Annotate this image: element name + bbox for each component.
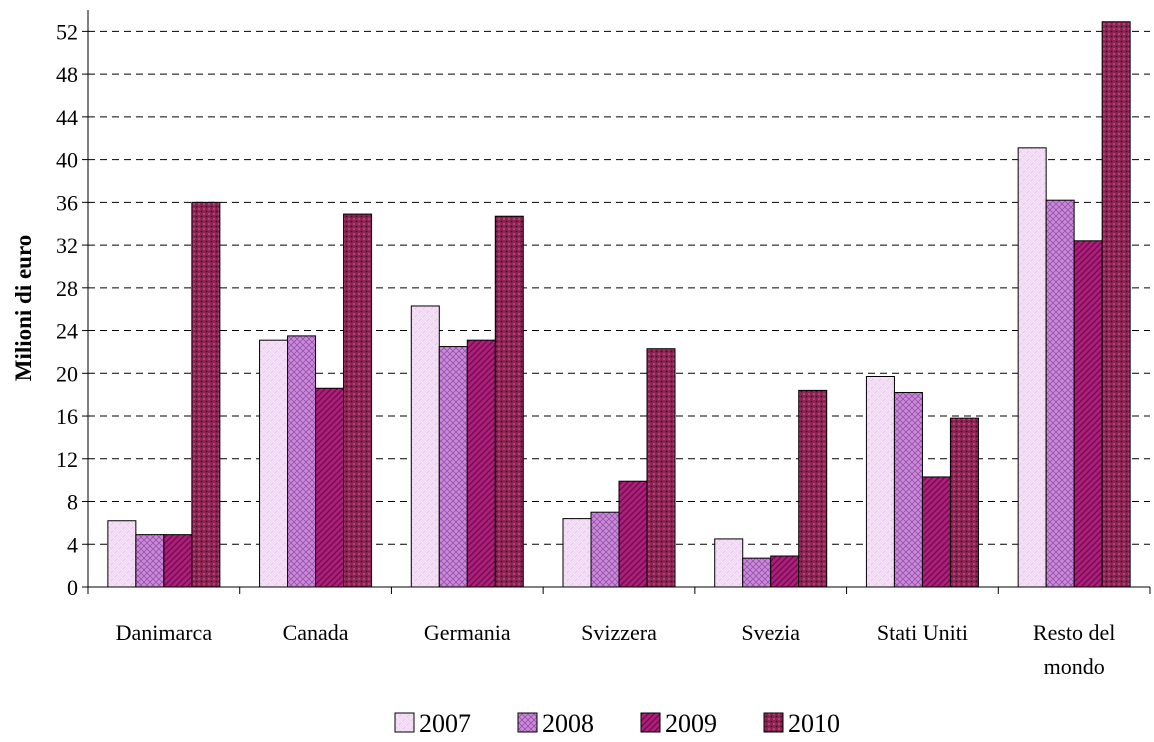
bar-2009-4 <box>770 555 800 588</box>
y-tick-label: 52 <box>56 19 78 44</box>
x-tick-label: Resto del mondo <box>1033 620 1116 679</box>
bar-2008-1 <box>287 335 317 588</box>
bars <box>107 21 1131 588</box>
x-tick-label-line: Stati Uniti <box>877 620 968 645</box>
bar-2008-4 <box>742 557 772 588</box>
y-tick-label: 0 <box>67 575 78 600</box>
bar-2008-5 <box>893 392 923 588</box>
bar-2010-3 <box>646 348 676 588</box>
legend-label: 2009 <box>665 709 717 738</box>
bar-2007-3 <box>562 518 592 588</box>
x-tick-label: Svizzera <box>581 620 657 645</box>
y-tick-label: 12 <box>56 447 78 472</box>
y-tick-label: 16 <box>56 404 78 429</box>
bar-2010-1 <box>343 213 373 588</box>
bar-2010-4 <box>798 389 828 588</box>
x-tick-label: Germania <box>424 620 511 645</box>
x-tick-label-line: Svizzera <box>581 620 657 645</box>
bar-2007-5 <box>865 376 895 588</box>
legend-swatch <box>640 712 661 733</box>
bar-2009-3 <box>618 480 648 588</box>
legend-item: 2007 <box>394 709 471 738</box>
legend: 2007 2008 2009 2010 <box>394 709 840 738</box>
x-tick-label-line: Svezia <box>741 620 800 645</box>
bar-2010-5 <box>949 417 979 588</box>
x-tick-label-line: mondo <box>1044 654 1105 679</box>
bar-2008-0 <box>135 534 165 588</box>
bar-2009-1 <box>315 387 345 588</box>
bar-2007-0 <box>107 520 137 588</box>
y-axis-label: Milioni di euro <box>11 235 36 382</box>
bar-2007-2 <box>410 305 440 588</box>
bar-2009-2 <box>466 339 496 588</box>
bar-2008-6 <box>1045 199 1075 588</box>
y-tick-label: 4 <box>67 532 78 557</box>
y-tick-label: 24 <box>56 319 78 344</box>
x-tick-label-line: Germania <box>424 620 511 645</box>
bar-2007-1 <box>259 339 289 588</box>
bar-2009-6 <box>1073 240 1103 588</box>
x-tick-label-line: Canada <box>283 620 349 645</box>
y-tick-label: 48 <box>56 62 78 87</box>
gridlines <box>88 30 1150 545</box>
bar-2010-2 <box>494 215 524 588</box>
x-tick-label: Stati Uniti <box>877 620 968 645</box>
bar-2009-5 <box>921 476 951 588</box>
x-tick-label-line: Resto del <box>1033 620 1116 645</box>
x-tick-label-line: Danimarca <box>116 620 213 645</box>
bar-2010-6 <box>1101 21 1131 588</box>
legend-label: 2008 <box>542 709 594 738</box>
legend-item: 2010 <box>763 709 840 738</box>
y-tick-label: 32 <box>56 233 78 258</box>
bar-2008-2 <box>438 346 468 588</box>
bar-2007-6 <box>1017 147 1047 588</box>
y-tick-label: 20 <box>56 361 78 386</box>
legend-swatch <box>763 712 784 733</box>
legend-swatch <box>394 712 415 733</box>
x-tick-label: Canada <box>283 620 349 645</box>
bar-2010-0 <box>191 201 221 588</box>
legend-item: 2009 <box>640 709 717 738</box>
bar-2007-4 <box>714 538 744 588</box>
legend-swatch <box>517 712 538 733</box>
bar-2008-3 <box>590 511 620 588</box>
y-tick-label: 28 <box>56 276 78 301</box>
y-tick-label: 40 <box>56 148 78 173</box>
bar-2009-0 <box>163 534 193 588</box>
legend-label: 2010 <box>788 709 840 738</box>
x-tick-label: Danimarca <box>116 620 213 645</box>
y-tick-label: 44 <box>56 105 78 130</box>
x-tick-label: Svezia <box>741 620 800 645</box>
x-axis: Danimarca Canada Germania Svizzera Svezia Sta… <box>87 586 1151 679</box>
legend-item: 2008 <box>517 709 594 738</box>
legend-label: 2007 <box>419 709 471 738</box>
y-tick-label: 8 <box>67 490 78 515</box>
y-tick-label: 36 <box>56 190 78 215</box>
